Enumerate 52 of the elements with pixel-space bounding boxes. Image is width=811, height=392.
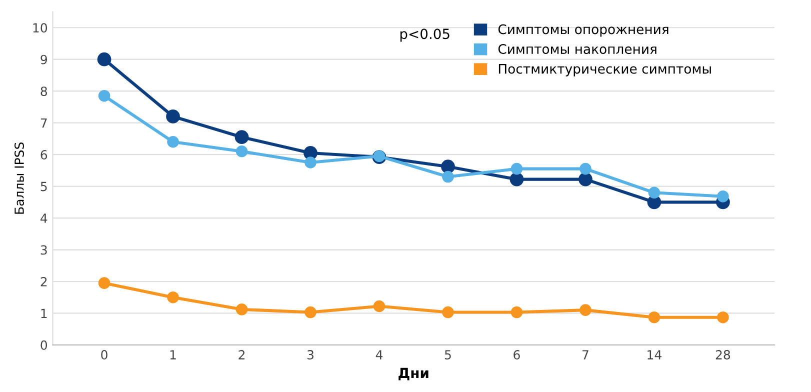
point [373, 300, 386, 312]
y-axis-title: Баллы IPSS [14, 142, 24, 214]
point [510, 162, 523, 175]
y-tick-label: 4 [40, 214, 48, 223]
point [510, 172, 524, 186]
x-tick-label: 3 [307, 350, 314, 360]
y-tick-label: 7 [40, 118, 47, 128]
x-tick-label: 7 [582, 350, 588, 360]
y-tick-label: 1 [41, 308, 47, 318]
point [97, 52, 112, 66]
y-tick-label: 0 [40, 340, 48, 350]
point [441, 160, 455, 174]
point [648, 186, 660, 199]
x-tick-label: 28 [716, 350, 730, 360]
point [442, 306, 454, 318]
x-axis-title: Дни [398, 368, 428, 380]
y-tick-label: 2 [40, 276, 47, 286]
point [234, 130, 249, 144]
point [98, 90, 110, 102]
point [648, 311, 660, 324]
y-tick-label: 10 [33, 23, 48, 33]
point [236, 304, 248, 316]
x-tick-label: 14 [648, 350, 662, 360]
x-tick-label: 5 [444, 350, 451, 360]
point [167, 291, 179, 304]
point [580, 162, 592, 175]
x-tick-label: 4 [376, 350, 383, 360]
point [717, 311, 729, 324]
point [98, 277, 110, 289]
legend-label: Симптомы опорожнения [498, 24, 668, 37]
point [236, 145, 248, 158]
x-tick-label: 0 [101, 350, 108, 360]
legend-label: Симптомы накопления [498, 44, 656, 54]
point [167, 136, 179, 148]
point [166, 110, 180, 124]
x-tick-label: 6 [514, 350, 520, 360]
point [580, 304, 592, 316]
annotation: p<0.05 [400, 28, 450, 42]
point [578, 172, 592, 186]
point [304, 306, 316, 318]
point [717, 190, 729, 202]
x-tick-label: 2 [238, 350, 244, 360]
y-tick-label: 5 [40, 182, 47, 192]
point [304, 156, 316, 168]
y-tick-label: 9 [40, 54, 47, 64]
x-tick-label: 1 [170, 350, 176, 360]
point [442, 170, 454, 183]
point [510, 306, 523, 318]
y-tick-label: 3 [40, 245, 47, 255]
y-tick-label: 8 [40, 86, 47, 96]
y-tick-label: 6 [40, 150, 48, 160]
legend-label: Постмиктурические симптомы [498, 64, 711, 76]
